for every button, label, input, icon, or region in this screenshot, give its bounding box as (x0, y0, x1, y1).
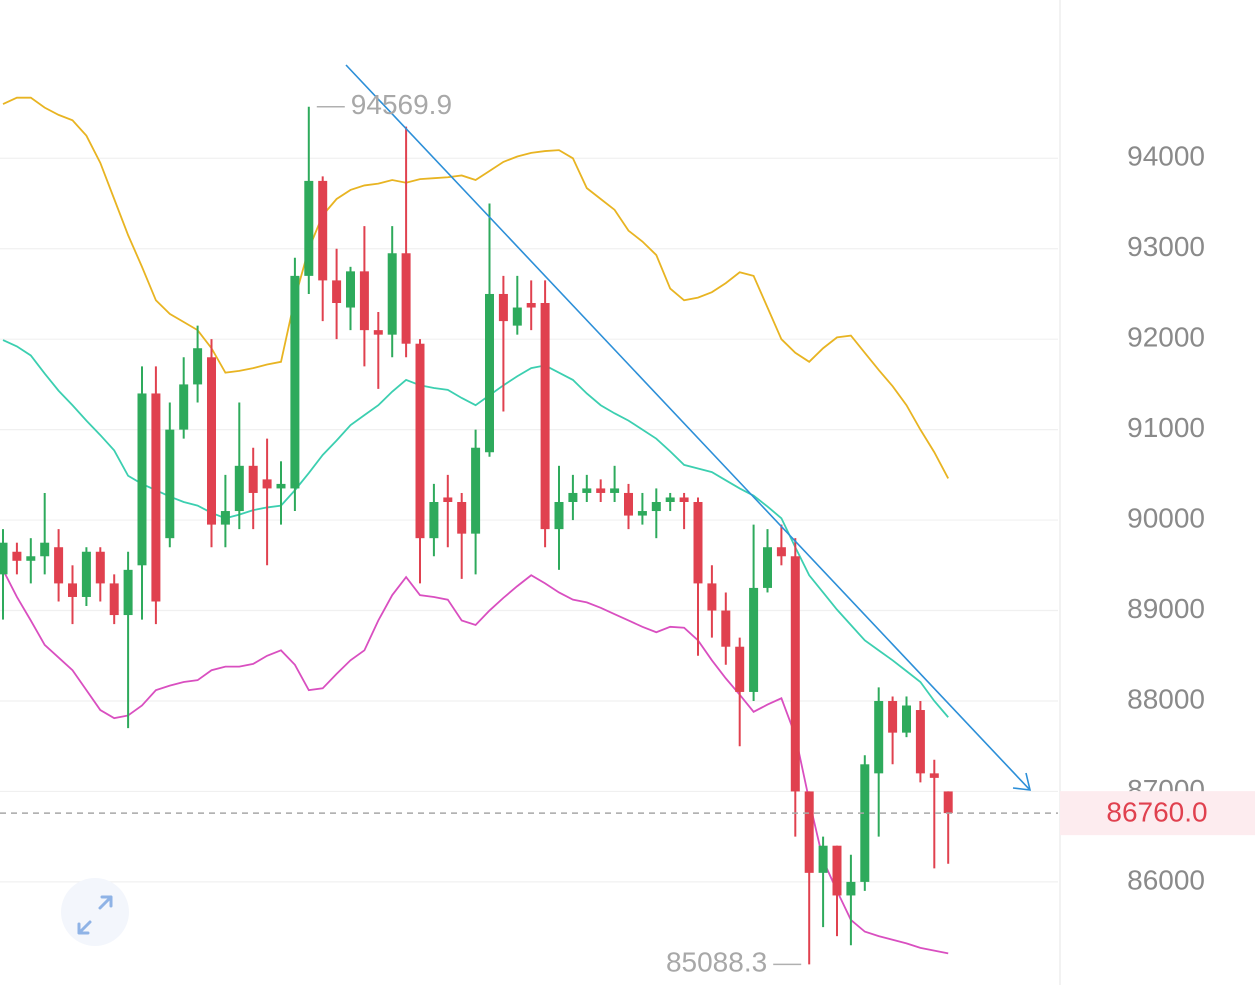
candle-body (151, 393, 161, 602)
candle-body (624, 492, 633, 516)
candle-body (526, 303, 536, 308)
candle-body (915, 710, 925, 774)
y-tick-label: 93000 (1127, 231, 1205, 262)
y-tick-label: 92000 (1127, 322, 1205, 353)
candle-body (776, 547, 786, 557)
candle-body (596, 488, 606, 493)
candle-body (610, 488, 620, 493)
candle-body (54, 547, 64, 584)
candle-body (860, 764, 870, 882)
candle-body (693, 501, 703, 584)
last-price-box (1060, 791, 1255, 836)
candles (0, 106, 953, 965)
candle-body (26, 556, 36, 561)
candle-body (888, 700, 898, 733)
candle-body (554, 501, 564, 530)
candle-body (749, 587, 759, 692)
candle-body (220, 511, 230, 525)
candle-body (207, 357, 216, 525)
candle-body (943, 791, 953, 814)
candle-body (401, 253, 411, 344)
candle-body (804, 791, 814, 873)
candle-body (429, 501, 439, 539)
bands (2, 96, 949, 955)
candle-body (679, 497, 689, 502)
candle-body (498, 293, 508, 322)
grid (0, 157, 1058, 883)
candle-body (290, 275, 300, 489)
y-tick-label: 90000 (1127, 502, 1205, 533)
candle-body (359, 271, 369, 331)
low-label: 85088.3 (666, 947, 767, 978)
y-tick-label: 89000 (1127, 593, 1205, 624)
candle-body (457, 501, 467, 534)
band-line (2, 569, 949, 955)
candle-body (415, 343, 425, 539)
band-line (2, 96, 949, 479)
candle-body (665, 497, 675, 502)
candle-body (81, 551, 91, 597)
candle-body (0, 542, 8, 575)
candle-body (540, 303, 550, 530)
y-tick-label: 91000 (1127, 412, 1205, 443)
last-price-label: 86760.0 (1106, 797, 1207, 828)
candle-body (95, 551, 105, 584)
candle-body (234, 465, 244, 512)
y-axis: 8600087000880008900090000910009200093000… (0, 89, 1255, 978)
candle-body (637, 511, 647, 516)
candle-body (485, 293, 494, 453)
candle-body (471, 447, 481, 534)
band-line (2, 339, 949, 718)
candle-body (304, 180, 314, 276)
candle-body (443, 497, 453, 502)
candle-body (109, 583, 119, 616)
candle-body (763, 547, 772, 588)
high-label: 94569.9 (351, 89, 452, 120)
y-tick-label: 88000 (1127, 683, 1205, 714)
candle-body (165, 429, 175, 539)
candle-body (721, 610, 731, 647)
y-tick-label: 86000 (1127, 864, 1205, 895)
candle-body (248, 465, 258, 493)
candle-body (193, 348, 203, 385)
candle-body (929, 773, 939, 778)
candle-body (387, 253, 397, 335)
y-tick-label: 94000 (1127, 141, 1205, 172)
candle-body (137, 393, 147, 566)
candle-body (68, 583, 77, 597)
candle-body (512, 307, 522, 326)
candle-body (262, 479, 272, 489)
candle-body (346, 271, 355, 308)
candle-body (874, 700, 884, 774)
trend-line (345, 64, 1032, 791)
candle-body (332, 280, 342, 304)
candle-body (790, 556, 800, 792)
candle-body (373, 330, 383, 335)
candle-body (318, 180, 328, 281)
candle-body (12, 551, 22, 561)
candle-body (123, 569, 133, 616)
candle-body (179, 384, 189, 430)
candle-body (568, 492, 578, 502)
candle-body (846, 881, 856, 896)
candle-body (651, 501, 661, 512)
candle-body (832, 845, 842, 896)
candle-body (40, 542, 50, 557)
candle-body (902, 705, 911, 733)
candle-body (582, 488, 592, 493)
candle-body (707, 583, 717, 611)
expand-button[interactable] (61, 878, 129, 946)
candle-body (276, 483, 286, 489)
candle-body (818, 845, 828, 873)
candle-body (735, 646, 745, 692)
